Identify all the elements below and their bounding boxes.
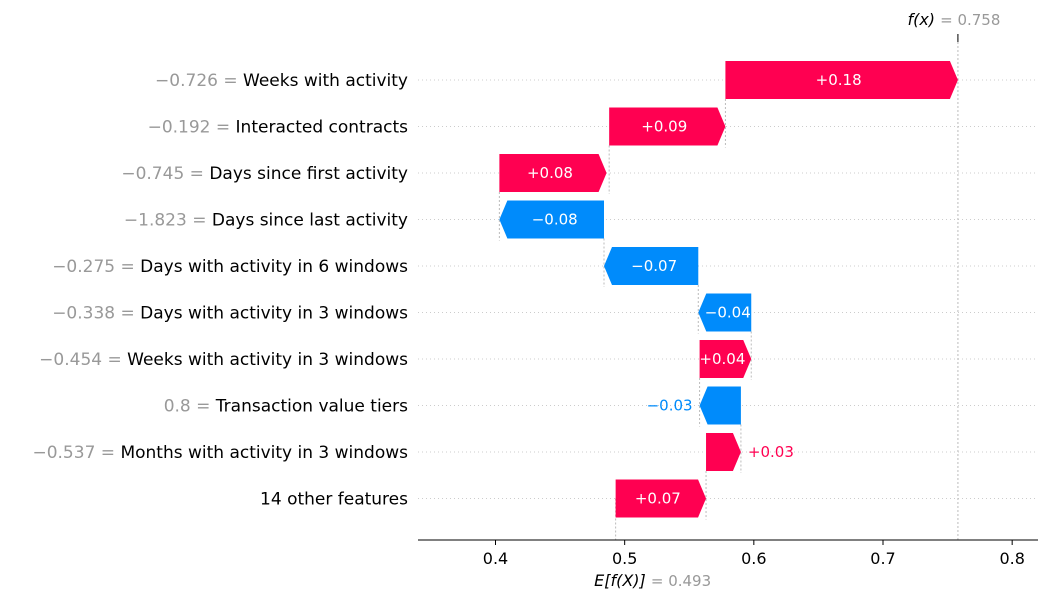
bar-value-label: −0.04	[705, 304, 751, 322]
feature-name: 14 other features	[260, 490, 408, 510]
feature-label: 14 other features	[260, 490, 408, 510]
feature-name: Days since first activity	[209, 164, 408, 184]
feature-value: −0.275 =	[52, 257, 140, 277]
feature-name: Days since last activity	[212, 211, 408, 231]
bar-negative	[604, 247, 699, 285]
x-tick-label: 0.4	[483, 549, 508, 568]
feature-value: 0.8 =	[164, 397, 216, 417]
feature-label: −0.726 = Weeks with activity	[155, 71, 408, 91]
base-value-label-main: E[f(X)]	[594, 571, 651, 590]
x-tick-label: 0.5	[612, 549, 637, 568]
feature-name: Days with activity in 3 windows	[140, 304, 408, 324]
feature-name: Weeks with activity in 3 windows	[127, 350, 408, 370]
feature-value: −0.726 =	[155, 71, 243, 91]
bar-negative	[699, 386, 741, 425]
output-value-label-value: = 0.758	[940, 11, 1000, 29]
bar-value-label: +0.18	[816, 71, 862, 89]
bar-negative	[698, 293, 752, 332]
feature-value: −0.192 =	[148, 118, 236, 138]
feature-label: −0.275 = Days with activity in 6 windows	[52, 257, 408, 277]
bar-positive	[706, 433, 741, 471]
feature-label: −1.823 = Days since last activity	[124, 211, 408, 231]
feature-name: Interacted contracts	[236, 118, 409, 138]
feature-name: Transaction value tiers	[215, 397, 408, 417]
bar-positive	[725, 61, 958, 99]
feature-label: 0.8 = Transaction value tiers	[164, 397, 408, 417]
bar-value-label: +0.09	[641, 118, 687, 136]
feature-label: −0.338 = Days with activity in 3 windows	[52, 304, 408, 324]
feature-name: Days with activity in 6 windows	[140, 257, 408, 277]
bar-value-label: −0.03	[647, 397, 693, 415]
x-tick-label: 0.6	[741, 549, 766, 568]
feature-value: −1.823 =	[124, 211, 212, 231]
feature-value: −0.537 =	[32, 443, 120, 463]
output-value-label-main: f(x)	[907, 10, 940, 29]
feature-value: −0.745 =	[121, 164, 209, 184]
feature-name: Months with activity in 3 windows	[120, 443, 408, 463]
feature-label: −0.454 = Weeks with activity in 3 window…	[39, 350, 408, 370]
feature-value: −0.338 =	[52, 304, 140, 324]
bar-negative	[499, 200, 604, 239]
bar-value-label: −0.07	[631, 257, 677, 275]
base-value-label: E[f(X)] = 0.493	[594, 571, 711, 590]
x-tick-label: 0.7	[870, 549, 895, 568]
feature-label: −0.192 = Interacted contracts	[148, 118, 409, 138]
bar-positive	[615, 479, 707, 518]
feature-label: −0.745 = Days since first activity	[121, 164, 408, 184]
bar-value-label: +0.04	[699, 350, 745, 368]
bar-value-label: +0.03	[748, 443, 794, 461]
bar-positive	[499, 154, 607, 192]
feature-name: Weeks with activity	[243, 71, 408, 91]
base-value-label-value: = 0.493	[651, 572, 711, 590]
bar-positive	[609, 107, 726, 146]
feature-label: −0.537 = Months with activity in 3 windo…	[32, 443, 408, 463]
bar-value-label: −0.08	[532, 211, 578, 229]
bar-value-label: +0.08	[527, 164, 573, 182]
output-value-label: f(x) = 0.758	[907, 10, 1000, 29]
feature-value: −0.454 =	[39, 350, 127, 370]
bar-positive	[699, 340, 752, 378]
x-tick-label: 0.8	[999, 549, 1024, 568]
bar-value-label: +0.07	[635, 490, 681, 508]
